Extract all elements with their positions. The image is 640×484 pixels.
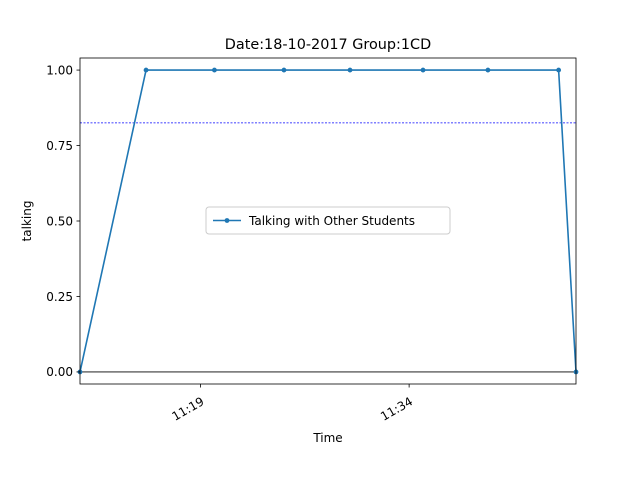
data-point-3 xyxy=(281,67,287,73)
data-point-4 xyxy=(347,67,353,73)
x-ticks: 11:19 11:34 xyxy=(170,384,415,424)
legend-label: Talking with Other Students xyxy=(248,214,415,228)
series-layer xyxy=(77,67,579,375)
y-ticks: 0.00 0.25 0.50 0.75 1.00 xyxy=(46,63,80,379)
x-tick-label-0: 11:19 xyxy=(170,394,207,423)
data-point-7 xyxy=(556,67,562,73)
data-point-6 xyxy=(485,67,491,73)
x-tick-label-1: 11:34 xyxy=(378,394,415,423)
x-axis-label: Time xyxy=(312,431,342,445)
data-point-2 xyxy=(212,67,217,73)
y-tick-label-2: 0.50 xyxy=(46,214,73,228)
legend-frame xyxy=(205,206,451,235)
data-point-1 xyxy=(143,67,149,73)
y-axis-label: talking xyxy=(20,201,34,242)
legend: Talking with Other Students xyxy=(205,206,451,235)
data-point-5 xyxy=(420,67,426,73)
y-tick-label-4: 1.00 xyxy=(46,63,73,77)
legend-point-marker xyxy=(224,218,230,223)
y-tick-label-1: 0.25 xyxy=(46,290,73,304)
reference-lines xyxy=(80,122,576,373)
y-tick-label-3: 0.75 xyxy=(46,139,73,153)
chart-title: Date:18-10-2017 Group:1CD xyxy=(225,37,431,53)
y-tick-label-0: 0.00 xyxy=(46,365,73,379)
